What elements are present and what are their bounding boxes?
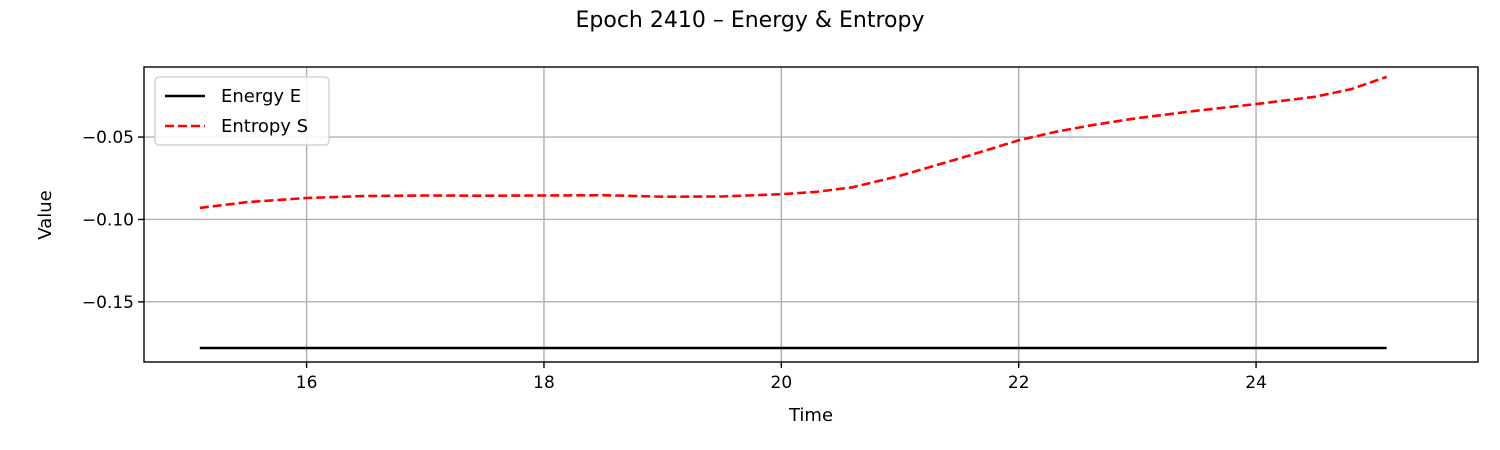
y-tick-label: −0.10 (82, 210, 134, 230)
series-layer (199, 75, 1388, 350)
series-line-entropy (199, 75, 1388, 210)
grid (144, 67, 1478, 362)
x-axis-label: Time (788, 405, 833, 426)
legend-label-energy: Energy E (221, 86, 301, 107)
plot-area-frame (143, 66, 1479, 363)
chart-title: Epoch 2410 – Energy & Entropy (576, 8, 925, 33)
y-axis-label: Value (35, 190, 56, 239)
x-tick-label: 18 (533, 373, 555, 393)
y-tick-label: −0.05 (82, 128, 134, 148)
legend-box (154, 76, 330, 146)
y-tick-label: −0.15 (82, 293, 134, 313)
x-tick-label: 24 (1245, 373, 1267, 393)
legend: Energy E Entropy S (154, 76, 330, 146)
x-tick-label: 16 (296, 373, 318, 393)
x-tick-label: 20 (771, 373, 793, 393)
x-tick-label: 22 (1008, 373, 1030, 393)
axis-ticks: 16 18 20 22 24 −0.05 −0.10 −0.15 (82, 128, 1267, 393)
legend-label-entropy: Entropy S (221, 116, 308, 137)
